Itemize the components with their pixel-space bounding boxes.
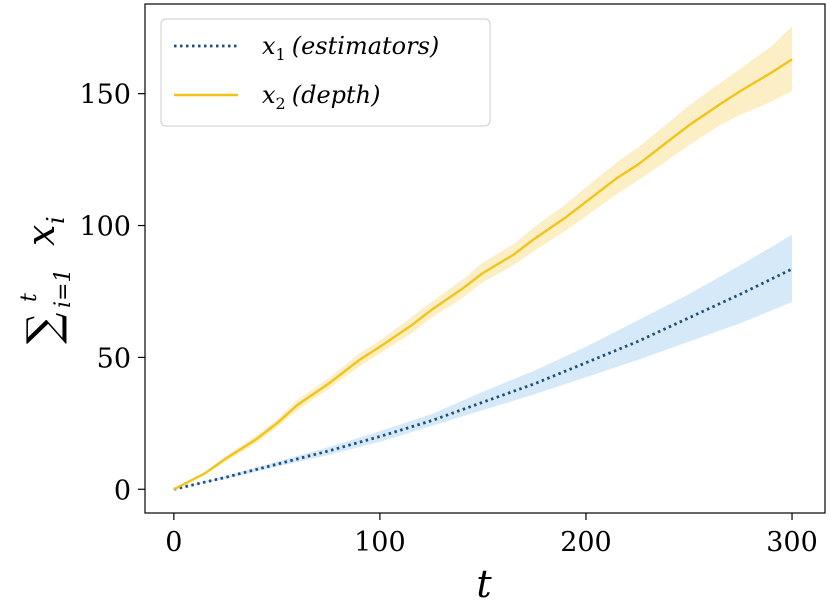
legend-box bbox=[160, 18, 491, 127]
legend: x1 (estimators) x2 (depth) bbox=[160, 18, 491, 127]
legend-x2-main: x bbox=[262, 81, 276, 109]
x-axis-ticks: 0 100 200 300 bbox=[165, 513, 818, 558]
x-axis-label: t bbox=[476, 562, 492, 605]
y-label-upper-limit: t bbox=[17, 293, 42, 302]
legend-x2-rest: (depth) bbox=[292, 81, 381, 109]
y-tick-label: 0 bbox=[114, 475, 131, 506]
x-tick-label: 100 bbox=[354, 527, 406, 558]
x-tick-label: 200 bbox=[560, 527, 612, 558]
legend-x1-sub: 1 bbox=[276, 45, 286, 64]
legend-label-x2: x2 (depth) bbox=[262, 81, 381, 113]
plot-frame bbox=[144, 3, 826, 514]
y-axis-label: ∑ t i=1 x i bbox=[17, 216, 76, 344]
x-tick-label: 0 bbox=[165, 527, 182, 558]
series-lines bbox=[173, 58, 793, 491]
y-label-variable: x bbox=[19, 225, 63, 246]
x-tick-label: 300 bbox=[766, 527, 818, 558]
y-label-lower-limit: i=1 bbox=[51, 269, 76, 308]
legend-x1-main: x bbox=[262, 32, 276, 60]
y-axis-ticks: 0 50 100 150 bbox=[79, 80, 145, 506]
y-label-sum-symbol: ∑ bbox=[18, 313, 69, 344]
line-series-2 bbox=[173, 58, 793, 491]
y-tick-label: 100 bbox=[79, 212, 131, 243]
legend-label-x1: x1 (estimators) bbox=[262, 32, 439, 64]
legend-x2-sub: 2 bbox=[276, 94, 286, 113]
y-tick-label: 150 bbox=[79, 80, 131, 111]
y-tick-label: 50 bbox=[97, 343, 131, 374]
y-label-subscript: i bbox=[42, 216, 70, 224]
legend-x1-rest: (estimators) bbox=[292, 32, 440, 60]
